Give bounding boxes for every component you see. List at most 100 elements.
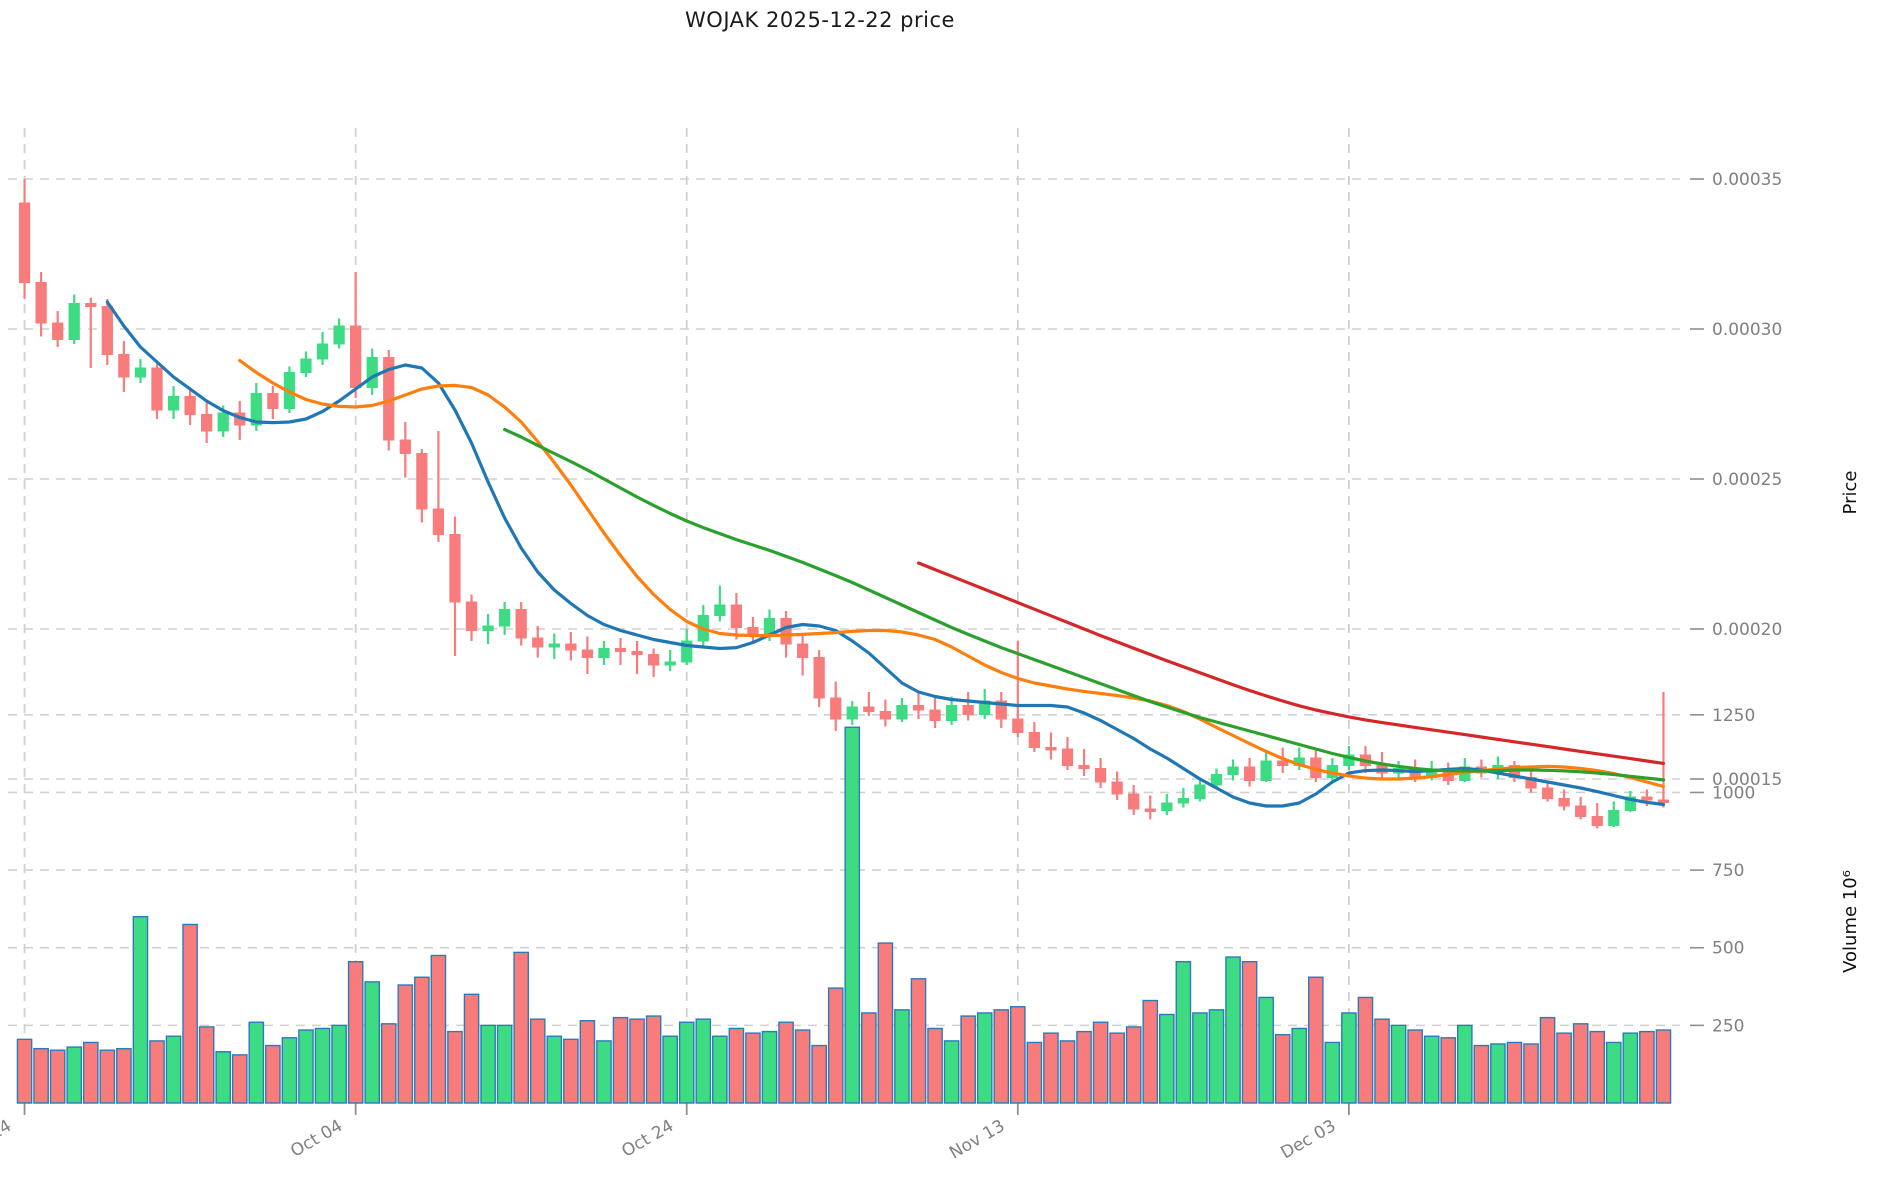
ma-line	[238, 358, 1666, 789]
ma-line	[916, 561, 1666, 765]
candle-body	[465, 601, 478, 631]
candle-body	[1094, 768, 1107, 783]
price-axis-title: Price	[1840, 471, 1861, 515]
volume-bar	[579, 1020, 596, 1104]
volume-bar	[844, 726, 861, 1104]
ma-line	[105, 300, 1666, 808]
volume-axis-title: Volume 10⁶	[1840, 870, 1861, 973]
candlestick-layer	[18, 179, 1670, 829]
candle-body	[1541, 787, 1554, 799]
volume-bar	[513, 951, 530, 1104]
candle-body	[449, 534, 461, 603]
candle-body	[85, 303, 97, 307]
price-tick-label: 0.00015	[1712, 770, 1782, 790]
grid-layer	[8, 128, 1680, 1115]
volume-bar	[695, 1018, 712, 1104]
candle-body	[1558, 798, 1570, 807]
volume-bar	[1076, 1030, 1092, 1104]
candle-body	[796, 643, 809, 658]
candle-body	[333, 325, 345, 345]
candle-body	[1045, 747, 1057, 751]
candle-body	[780, 618, 792, 645]
volume-bar	[1043, 1032, 1059, 1104]
volume-bar	[927, 1027, 943, 1104]
candle-body	[647, 654, 660, 666]
volume-bar	[82, 1041, 99, 1104]
candle-body	[217, 412, 229, 432]
candle-body	[1144, 808, 1156, 812]
candle-body	[1161, 802, 1173, 811]
volume-bar	[1473, 1044, 1490, 1104]
volume-bar	[1440, 1037, 1457, 1104]
candle-body	[548, 643, 560, 648]
candle-body	[316, 343, 329, 360]
candle-body	[1111, 781, 1123, 795]
volume-bar	[1357, 996, 1374, 1104]
candle-body	[1028, 732, 1041, 748]
candle-body	[399, 439, 411, 454]
candle-body	[1343, 754, 1355, 766]
volume-bar	[1423, 1035, 1440, 1104]
volume-bar	[794, 1029, 811, 1104]
volume-bar	[1556, 1032, 1572, 1104]
volume-bar	[1639, 1030, 1655, 1104]
volume-bar	[563, 1038, 579, 1104]
candle-body	[1210, 774, 1223, 786]
volume-bar	[1539, 1016, 1556, 1104]
volume-bar	[198, 1026, 215, 1104]
candle-body	[366, 357, 378, 388]
candle-body	[250, 393, 262, 426]
volume-bar	[364, 981, 381, 1104]
volume-bar	[430, 954, 447, 1104]
volume-bar	[314, 1027, 331, 1104]
volume-bar	[480, 1024, 496, 1104]
volume-bar	[215, 1051, 232, 1104]
volume-bar	[1225, 956, 1241, 1104]
volume-bar	[910, 978, 927, 1104]
volume-bar	[596, 1040, 612, 1104]
volume-bar	[1258, 996, 1274, 1104]
candle-body	[1641, 796, 1653, 801]
volume-bar	[298, 1029, 314, 1104]
candle-body	[1624, 796, 1636, 811]
volume-bar	[811, 1044, 827, 1104]
candle-body	[929, 709, 941, 721]
volume-bar	[1341, 1012, 1357, 1104]
candle-body	[35, 282, 47, 324]
volume-bar	[761, 1030, 778, 1104]
x-tick-label: Sep 14	[0, 1116, 15, 1163]
candle-body	[1128, 793, 1140, 810]
volume-bar	[1192, 1012, 1208, 1104]
volume-bar	[116, 1047, 132, 1104]
volume-bar	[1208, 1009, 1225, 1104]
page-title: WOJAK 2025-12-22 price	[685, 8, 955, 32]
volume-tick-label: 1250	[1712, 706, 1755, 726]
candle-body	[151, 367, 163, 411]
volume-bar	[1456, 1024, 1473, 1104]
candle-body	[1657, 799, 1670, 803]
candle-body	[1591, 816, 1603, 826]
candle-body	[747, 627, 759, 634]
price-tick-label: 0.00030	[1712, 320, 1782, 340]
volume-bar	[265, 1044, 281, 1104]
axis-ticks-layer: 0.00035 0.00030 0.00025 0.00020 0.00015 1250 1…	[0, 170, 1861, 1163]
volume-bar	[712, 1035, 728, 1104]
candle-body	[863, 706, 875, 712]
volume-bar	[1506, 1041, 1523, 1104]
volume-tick-label: 750	[1712, 861, 1744, 881]
candle-body	[681, 640, 693, 663]
volume-bar	[1407, 1029, 1423, 1104]
volume-bar	[1655, 1029, 1672, 1104]
candle-body	[201, 414, 213, 432]
volume-bar	[414, 976, 430, 1104]
candle-body	[714, 604, 726, 616]
volume-bar	[629, 1018, 645, 1104]
candle-body	[565, 643, 577, 651]
candle-body	[482, 625, 494, 631]
volume-bar	[49, 1049, 66, 1104]
candle-body	[1078, 765, 1090, 769]
volume-bar	[1572, 1023, 1589, 1104]
volume-bar	[1523, 1043, 1539, 1104]
volume-bars-layer	[16, 726, 1672, 1104]
x-tick-label: Oct 04	[287, 1116, 346, 1162]
